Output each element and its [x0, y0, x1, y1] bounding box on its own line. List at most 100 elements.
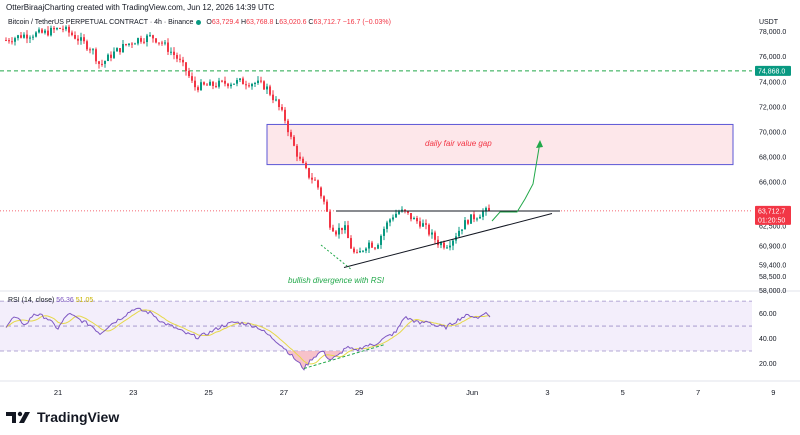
- candle-up: [50, 27, 52, 36]
- candle-down: [194, 80, 196, 88]
- price-axis-tick-label: 58,000.0: [759, 288, 786, 295]
- candle-down: [341, 227, 343, 231]
- price-divergence-line: [320, 244, 353, 271]
- candle-down: [47, 30, 49, 36]
- close-value: 63,712.7: [313, 19, 341, 26]
- candle-down: [290, 132, 292, 137]
- candle-up: [251, 83, 253, 87]
- candle-down: [260, 80, 262, 82]
- candle-down: [437, 239, 439, 246]
- candle-down: [77, 38, 79, 41]
- candle-up: [113, 51, 115, 58]
- candle-up: [380, 235, 382, 245]
- candle-up: [440, 242, 442, 246]
- ascending-support-line: [343, 213, 553, 268]
- candle-down: [59, 28, 61, 30]
- candle-down: [335, 231, 337, 235]
- candle-up: [449, 245, 451, 248]
- candle-down: [215, 85, 217, 87]
- candle-up: [479, 216, 481, 219]
- last-price-tag-label: 63,712.7: [758, 208, 785, 215]
- candle-up: [80, 37, 82, 41]
- candle-up: [56, 28, 58, 30]
- candle-up: [389, 219, 391, 223]
- candle-down: [317, 180, 319, 188]
- candle-down: [410, 213, 412, 220]
- candle-down: [305, 163, 307, 169]
- time-axis-tick-label: Jun: [466, 388, 478, 397]
- candle-up: [23, 34, 25, 38]
- candle-up: [392, 217, 394, 220]
- candle-up: [362, 250, 364, 252]
- candle-up: [170, 51, 172, 53]
- candle-down: [176, 55, 178, 59]
- candle-down: [158, 42, 160, 44]
- candle-down: [245, 84, 247, 86]
- rsi-value: 56.36: [56, 297, 74, 304]
- currency-label: USDT: [758, 19, 778, 26]
- candle-up: [92, 49, 94, 51]
- candle-up: [200, 82, 202, 91]
- attribution-text: OtterBiraajCharting created with Trading…: [6, 3, 275, 12]
- candle-down: [278, 99, 280, 108]
- rsi-axis-tick-label: 60.00: [759, 311, 777, 318]
- time-axis-tick-label: 23: [129, 388, 137, 397]
- candle-down: [224, 80, 226, 84]
- candle-up: [104, 61, 106, 64]
- candle-up: [65, 26, 67, 30]
- candle-down: [347, 225, 349, 239]
- candle-down: [473, 214, 475, 220]
- candle-up: [377, 244, 379, 249]
- tradingview-logo[interactable]: TradingView: [6, 409, 119, 425]
- candle-up: [44, 30, 46, 33]
- candle-down: [332, 227, 334, 232]
- price-axis-tick-label: 72,000.0: [759, 104, 786, 111]
- candle-up: [35, 32, 37, 37]
- candle-down: [86, 41, 88, 50]
- candle-down: [26, 34, 28, 39]
- candle-down: [62, 28, 64, 30]
- bar-countdown-label: 01:20:50: [758, 217, 785, 224]
- candle-up: [218, 80, 220, 87]
- candle-down: [140, 38, 142, 42]
- candle-up: [257, 80, 259, 84]
- candle-down: [296, 145, 298, 157]
- candle-down: [131, 43, 133, 45]
- candle-up: [107, 54, 109, 62]
- symbol-legend[interactable]: Bitcoin / TetherUS PERPETUAL CONTRACT · …: [8, 19, 391, 26]
- candle-down: [329, 211, 331, 228]
- logo-text: TradingView: [37, 409, 120, 425]
- candle-up: [149, 35, 151, 37]
- candle-up: [128, 43, 130, 45]
- candle-down: [293, 136, 295, 146]
- candle-down: [434, 232, 436, 240]
- candle-down: [443, 242, 445, 248]
- candle-up: [485, 207, 487, 212]
- price-axis-tick-label: 62,500.0: [759, 224, 786, 231]
- candle-down: [143, 41, 145, 43]
- candle-down: [179, 58, 181, 60]
- candle-up: [446, 247, 448, 249]
- price-axis-tick-label: 76,000.0: [759, 54, 786, 61]
- candle-down: [326, 201, 328, 212]
- projection-arrow-icon: [536, 140, 543, 148]
- candle-down: [83, 37, 85, 42]
- candle-up: [275, 99, 277, 101]
- candle-down: [419, 221, 421, 227]
- projection-path: [491, 141, 541, 222]
- candle-down: [356, 252, 358, 254]
- candle-down: [185, 62, 187, 71]
- candle-up: [233, 83, 235, 85]
- candle-down: [197, 87, 199, 91]
- candle-up: [470, 214, 472, 224]
- candle-down: [167, 42, 169, 52]
- candle-down: [425, 223, 427, 225]
- candle-down: [173, 51, 175, 56]
- candle-down: [302, 158, 304, 164]
- rsi-legend[interactable]: RSI (14, close) 56.36 51.05: [8, 297, 93, 304]
- time-axis-tick-label: 7: [696, 388, 700, 397]
- candle-up: [359, 250, 361, 253]
- candle-down: [467, 220, 469, 224]
- candle-down: [182, 59, 184, 63]
